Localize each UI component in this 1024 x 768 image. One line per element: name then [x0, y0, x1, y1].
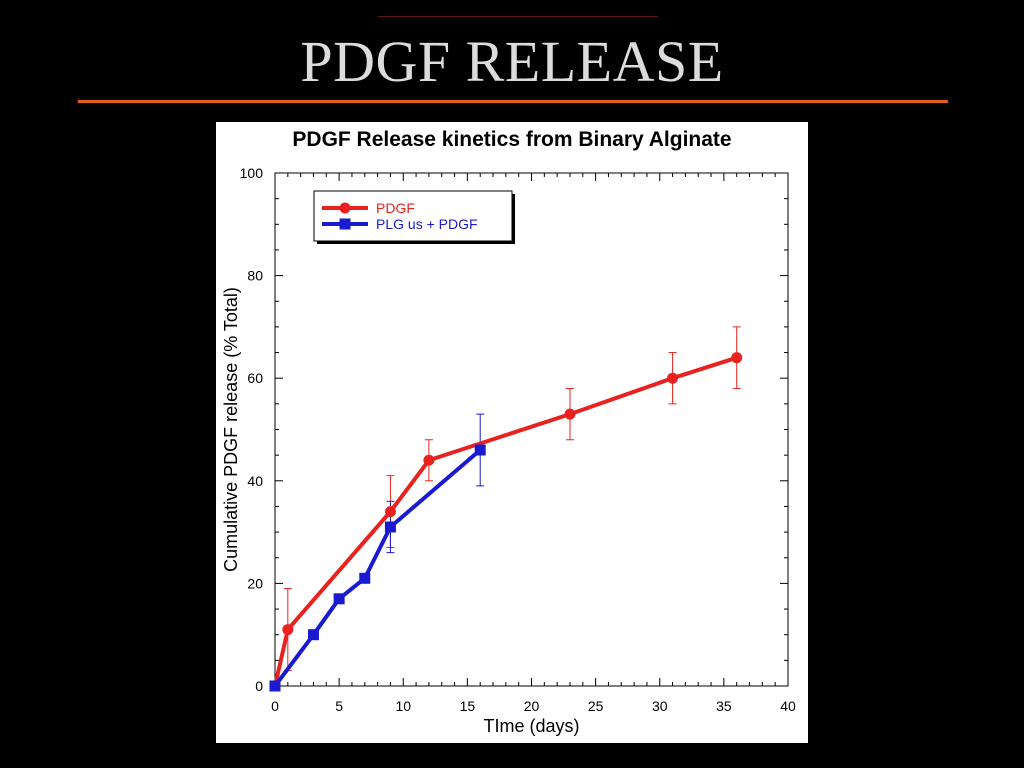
plg-us-pdgf-series-line: [273, 448, 482, 688]
y-tick-label: 0: [255, 678, 263, 694]
pdgf-point: [384, 506, 396, 518]
plot-frame: [274, 172, 789, 687]
y-tick-label: 60: [247, 370, 263, 386]
x-axis-label: TIme (days): [483, 716, 579, 736]
plg-us-pdgf-point: [359, 572, 371, 584]
pdgf-point: [731, 352, 743, 364]
x-tick-label: 10: [395, 698, 411, 714]
y-tick-label: 80: [247, 268, 263, 284]
chart-panel: PDGF Release kinetics from Binary Algina…: [216, 122, 808, 743]
pdgf-legend-marker: [339, 202, 351, 214]
pdgf-legend-label: PDGF: [376, 200, 415, 216]
pdgf-point: [667, 372, 679, 384]
y-tick-label: 40: [247, 473, 263, 489]
plg-us-pdgf-point: [474, 444, 486, 456]
top-decorative-rule: [378, 16, 658, 17]
pdgf-point: [423, 454, 435, 466]
y-axis-label: Cumulative PDGF release (% Total): [221, 287, 241, 572]
x-tick-label: 20: [524, 698, 540, 714]
plg-us-pdgf-point: [307, 629, 319, 641]
pdgf-point: [564, 408, 576, 420]
plg-us-pdgf-point: [333, 593, 345, 605]
release-kinetics-chart: PDGF Release kinetics from Binary Algina…: [221, 128, 796, 736]
chart-title: PDGF Release kinetics from Binary Algina…: [292, 128, 731, 151]
x-tick-label: 35: [716, 698, 732, 714]
x-tick-label: 15: [460, 698, 476, 714]
y-tick-label: 100: [240, 165, 264, 181]
y-tick-label: 20: [247, 575, 263, 591]
x-tick-label: 5: [335, 698, 343, 714]
pdgf-series-line: [273, 355, 738, 687]
slide-title: PDGF RELEASE: [300, 29, 724, 94]
plg-us-pdgf-legend-label: PLG us + PDGF: [376, 216, 478, 232]
title-underline-rule: [78, 100, 948, 103]
plg-us-pdgf-point: [269, 680, 281, 692]
x-tick-label: 40: [780, 698, 796, 714]
pdgf-point: [282, 624, 294, 636]
plg-us-pdgf-legend-marker: [339, 218, 351, 230]
legend-box: [313, 190, 513, 242]
plg-us-pdgf-point: [384, 521, 396, 533]
x-tick-label: 0: [271, 698, 279, 714]
x-tick-label: 30: [652, 698, 668, 714]
x-tick-label: 25: [588, 698, 604, 714]
